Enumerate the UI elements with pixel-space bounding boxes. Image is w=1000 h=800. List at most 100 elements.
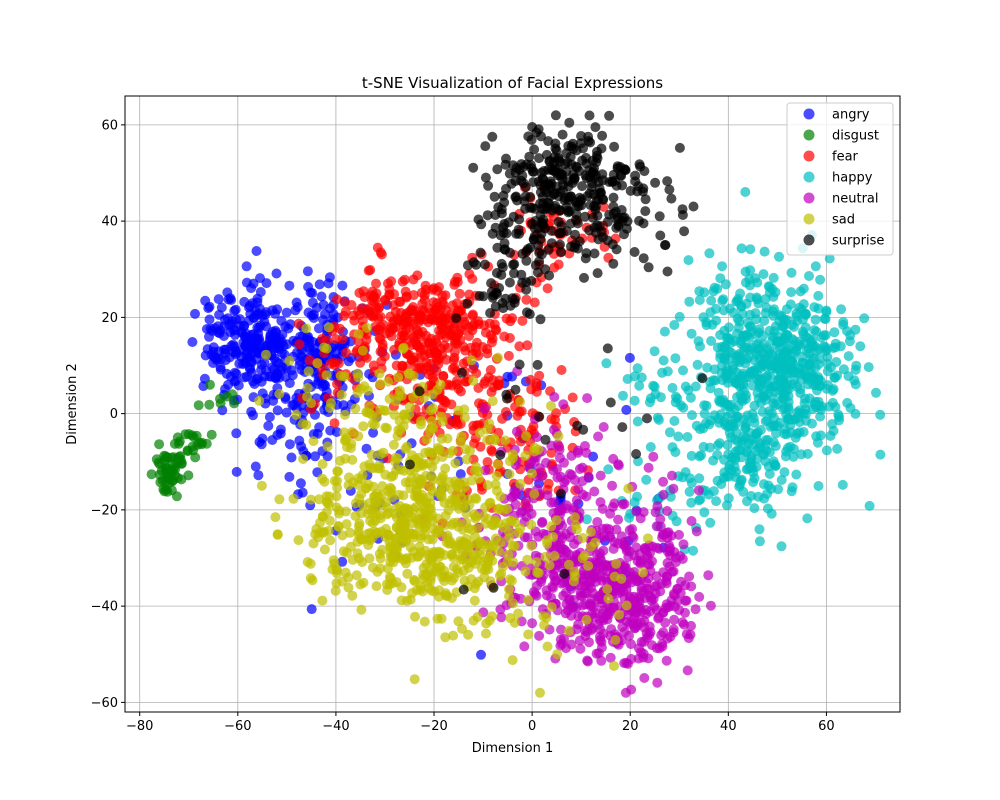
- point-happy: [801, 331, 812, 342]
- point-sad: [471, 579, 482, 589]
- x-tick-label: 60: [818, 719, 835, 734]
- point-fear: [377, 339, 388, 350]
- data-points: [146, 110, 886, 698]
- point-sad: [515, 478, 526, 489]
- point-happy: [719, 467, 730, 478]
- point-happy: [737, 308, 748, 319]
- point-sad: [321, 343, 332, 354]
- point-happy: [680, 467, 691, 478]
- point-sad: [341, 519, 352, 530]
- point-sad: [609, 660, 619, 671]
- point-surprise: [577, 181, 588, 192]
- point-sad: [637, 567, 648, 578]
- point-sad: [515, 523, 526, 534]
- point-happy: [745, 244, 756, 255]
- point-surprise: [555, 170, 566, 181]
- point-surprise: [611, 244, 622, 255]
- point-disgust: [229, 398, 240, 409]
- point-happy: [768, 272, 779, 283]
- point-happy: [800, 309, 811, 320]
- point-sad: [526, 540, 537, 551]
- point-neutral: [566, 450, 577, 461]
- point-happy: [753, 491, 764, 502]
- point-surprise: [643, 262, 654, 273]
- point-happy: [745, 292, 756, 303]
- point-neutral: [703, 570, 714, 581]
- point-fear: [293, 318, 304, 329]
- point-sad: [497, 561, 508, 572]
- point-sad: [366, 449, 377, 460]
- point-surprise: [462, 298, 473, 309]
- point-surprise: [451, 313, 462, 324]
- point-sad: [358, 421, 369, 432]
- point-surprise: [536, 131, 546, 142]
- point-surprise: [546, 238, 557, 249]
- point-neutral: [665, 600, 676, 611]
- point-surprise: [535, 198, 545, 209]
- point-angry: [292, 302, 303, 312]
- point-sad: [421, 434, 432, 445]
- point-sad: [603, 593, 614, 604]
- legend-marker-neutral: [803, 192, 815, 204]
- point-sad: [453, 616, 464, 627]
- point-happy: [805, 364, 816, 374]
- point-surprise: [501, 389, 512, 400]
- point-sad: [569, 512, 580, 523]
- point-sad: [414, 514, 425, 525]
- point-fear: [542, 283, 553, 294]
- point-sad: [482, 513, 493, 524]
- point-sad: [448, 552, 458, 563]
- point-sad: [350, 511, 361, 521]
- point-sad: [254, 395, 265, 406]
- point-sad: [308, 436, 319, 447]
- point-sad: [457, 524, 468, 535]
- point-neutral: [674, 529, 684, 540]
- point-fear: [411, 325, 422, 335]
- point-sad: [409, 491, 420, 502]
- point-neutral: [563, 605, 573, 616]
- point-sad: [291, 409, 302, 420]
- point-angry: [267, 435, 278, 445]
- point-happy: [718, 305, 729, 316]
- point-surprise: [514, 214, 525, 225]
- point-happy: [791, 311, 802, 322]
- point-sad: [473, 466, 484, 477]
- point-surprise: [555, 228, 566, 238]
- point-neutral: [555, 471, 566, 482]
- point-happy: [739, 386, 750, 397]
- point-happy: [601, 358, 612, 369]
- point-sad: [274, 494, 285, 505]
- point-angry: [245, 356, 256, 367]
- point-surprise: [674, 142, 685, 153]
- point-sad: [535, 687, 545, 698]
- point-happy: [632, 416, 643, 427]
- point-happy: [744, 344, 755, 355]
- point-surprise: [602, 235, 613, 246]
- y-tick-label: 0: [110, 407, 118, 422]
- point-fear: [408, 274, 419, 285]
- point-fear: [425, 348, 436, 359]
- point-surprise: [540, 434, 551, 445]
- point-sad: [433, 524, 444, 535]
- point-surprise: [517, 277, 528, 288]
- point-happy: [720, 350, 731, 361]
- point-neutral: [607, 480, 618, 491]
- point-surprise: [576, 194, 587, 205]
- point-happy: [691, 420, 702, 431]
- point-surprise: [458, 584, 469, 595]
- point-sad: [306, 494, 316, 505]
- point-fear: [435, 315, 446, 326]
- point-fear: [444, 320, 455, 331]
- point-neutral: [647, 556, 657, 567]
- point-angry: [245, 308, 256, 319]
- point-surprise: [529, 144, 540, 155]
- point-happy: [669, 416, 680, 426]
- point-happy: [849, 375, 860, 386]
- point-sad: [333, 521, 344, 532]
- point-sad: [347, 477, 358, 488]
- point-surprise: [660, 240, 671, 251]
- point-surprise: [664, 184, 675, 195]
- point-neutral: [655, 521, 666, 532]
- point-neutral: [686, 516, 697, 526]
- point-neutral: [645, 547, 655, 558]
